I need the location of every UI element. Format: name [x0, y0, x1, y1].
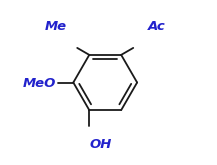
- Text: Me: Me: [44, 20, 66, 33]
- Text: Ac: Ac: [148, 20, 166, 33]
- Text: OH: OH: [90, 138, 112, 151]
- Text: MeO: MeO: [22, 77, 56, 90]
